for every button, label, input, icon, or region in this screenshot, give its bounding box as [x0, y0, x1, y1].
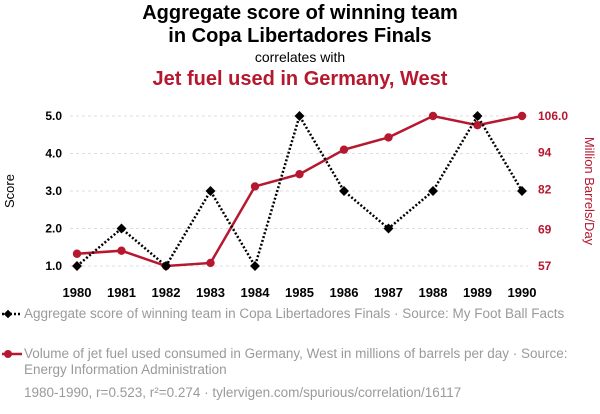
score-series-line: [76, 112, 524, 270]
right-tick-label: 57: [538, 259, 552, 273]
right-tick-label: 82: [538, 182, 552, 196]
x-tick-label: 1990: [508, 285, 537, 300]
chart-title-line-2: in Copa Libertadores Finals: [168, 25, 432, 47]
score-point: [383, 223, 394, 234]
score-point: [116, 223, 127, 234]
fuel-point: [250, 182, 260, 191]
fuel-point: [72, 249, 82, 258]
fuel-point: [384, 133, 393, 142]
x-tick-label: 1988: [419, 285, 448, 300]
left-tick-label: 2.0: [45, 222, 62, 236]
line-chart: 1.0 2.0 3.0 4.0 5.0 57 69 82 94 106.0 1980 1981 1982…: [2, 109, 597, 300]
fuel-point: [473, 120, 482, 130]
score-point: [517, 186, 527, 196]
left-tick-label: 1.0: [45, 259, 62, 273]
score-point: [205, 186, 216, 196]
x-tick-label: 1987: [374, 285, 403, 300]
score-point: [250, 261, 260, 271]
x-tick-label: 1981: [107, 285, 136, 300]
score-point: [339, 186, 349, 196]
chart-title-line-1: Aggregate score of winning team: [142, 2, 458, 24]
x-tick-label: 1983: [196, 285, 225, 300]
left-axis-title: Score: [2, 174, 17, 208]
legend-score-marker: [2, 309, 22, 319]
left-tick-label: 5.0: [45, 109, 62, 123]
legend-fuel-marker: [2, 350, 22, 358]
legend-score-text: Aggregate score of winning team in Copa …: [24, 306, 565, 321]
correlates-with-label: correlates with: [254, 49, 346, 65]
fuel-point: [428, 111, 438, 121]
fuel-point: [339, 145, 349, 154]
score-point: [428, 186, 438, 196]
axis-labels: 1.0 2.0 3.0 4.0 5.0 57 69 82 94 106.0 1980 1981 1982…: [2, 109, 597, 300]
right-tick-label: 69: [538, 222, 552, 236]
left-tick-label: 4.0: [45, 147, 62, 161]
legend-item-fuel: Volume of jet fuel used consumed in Germ…: [2, 346, 584, 378]
right-tick-label: 106.0: [538, 109, 568, 123]
fuel-point: [517, 111, 527, 121]
x-tick-label: 1982: [152, 285, 181, 300]
x-tick-label: 1980: [63, 285, 92, 300]
right-axis-title: Million Barrels/Day: [582, 137, 597, 246]
x-tick-label: 1989: [463, 285, 492, 300]
left-tick-label: 3.0: [45, 184, 62, 198]
chart-subtitle: Jet fuel used in Germany, West: [152, 68, 448, 90]
score-point: [161, 261, 171, 271]
right-tick-label: 94: [538, 146, 552, 160]
x-tick-label: 1986: [330, 285, 359, 300]
x-tick-label: 1984: [241, 285, 271, 300]
fuel-point: [117, 246, 126, 255]
legend-item-score: Aggregate score of winning team in Copa …: [2, 306, 584, 322]
series-lines: [72, 111, 527, 271]
legend-fuel-text: Volume of jet fuel used consumed in Germ…: [24, 346, 568, 377]
x-tick-label: 1985: [285, 285, 314, 300]
fuel-point: [206, 258, 215, 268]
chart-footer: 1980-1990, r=0.523, r²=0.274 · tylervige…: [24, 385, 462, 400]
fuel-point: [295, 169, 304, 179]
